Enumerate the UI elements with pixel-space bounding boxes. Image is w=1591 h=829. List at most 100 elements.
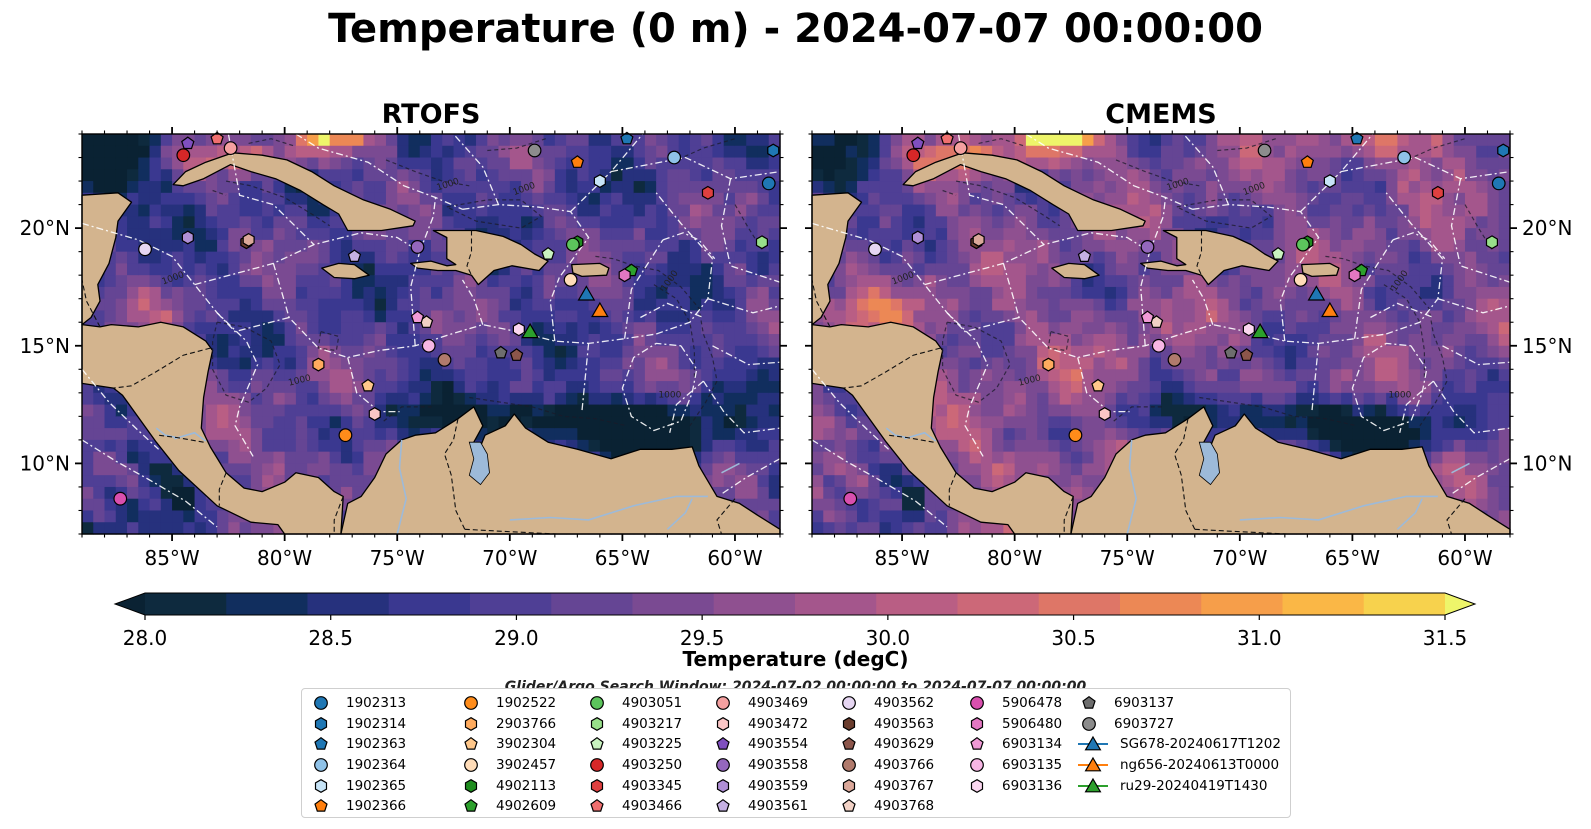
legend-item[interactable]: 4903466	[586, 796, 682, 817]
rtofs-glider-ng656[interactable]	[591, 301, 609, 318]
legend-symbol[interactable]	[716, 737, 730, 751]
cmems-float-4903559[interactable]	[911, 230, 924, 245]
cmems-float-4903562[interactable]	[868, 242, 882, 257]
legend-symbol[interactable]	[716, 716, 730, 731]
legend-item[interactable]: 4903217	[586, 714, 682, 735]
cmems-float-4903472[interactable]	[1098, 407, 1111, 421]
legend-item[interactable]: 4903051	[586, 693, 682, 714]
cmems-float-4903766[interactable]	[1167, 352, 1182, 367]
legend-item[interactable]: 3902457	[460, 755, 556, 776]
legend-item[interactable]: 6903136	[966, 775, 1062, 796]
cmems-glider-sg678[interactable]	[1307, 285, 1326, 301]
legend-symbol[interactable]	[464, 696, 478, 711]
legend-item[interactable]: 5906478	[966, 693, 1062, 714]
legend-item[interactable]: 4903563	[838, 714, 934, 735]
legend-item[interactable]: 6903137	[1078, 693, 1281, 714]
legend-item[interactable]: ru29-20240419T1430	[1078, 775, 1281, 796]
cmems-float-1902366[interactable]	[1300, 155, 1315, 168]
legend-triangle[interactable]	[1084, 777, 1102, 793]
legend-symbol[interactable]	[314, 737, 328, 751]
rtofs-float-2903766[interactable]	[312, 357, 325, 372]
rtofs-float-4903766[interactable]	[437, 352, 452, 367]
rtofs-float-4903225[interactable]	[541, 246, 555, 260]
legend-item[interactable]: 4902113	[460, 775, 556, 796]
legend-symbol[interactable]	[842, 716, 856, 731]
cmems-float-4903345[interactable]	[1431, 185, 1445, 200]
legend-item[interactable]: 4903768	[838, 796, 934, 817]
legend-item[interactable]: 4903554	[712, 734, 808, 755]
cmems-float-1902365[interactable]	[1323, 174, 1336, 189]
legend-item[interactable]: 4903561	[712, 796, 808, 817]
rtofs-float-4903562[interactable]	[138, 242, 152, 257]
legend-item[interactable]: 4903629	[838, 734, 934, 755]
legend-symbol[interactable]	[716, 696, 730, 711]
legend-symbol[interactable]	[970, 758, 984, 772]
legend-symbol[interactable]	[1082, 696, 1096, 709]
legend-item[interactable]: 6903135	[966, 755, 1062, 776]
legend-item[interactable]: ng656-20240613T0000	[1078, 755, 1281, 776]
rtofs-float-3902457[interactable]	[563, 272, 578, 287]
legend-triangle[interactable]	[1084, 756, 1102, 772]
cmems-float-6903136[interactable]	[1242, 322, 1255, 337]
rtofs-float-4903629[interactable]	[509, 348, 524, 361]
legend-symbol[interactable]	[590, 799, 604, 812]
rtofs-float-4903767[interactable]	[242, 232, 255, 247]
legend-symbol[interactable]	[314, 716, 328, 731]
cmems-float-4903561[interactable]	[1077, 249, 1092, 263]
legend-item[interactable]: 6903134	[966, 734, 1062, 755]
legend-symbol[interactable]	[314, 799, 328, 812]
cmems-float-1902313[interactable]	[1491, 176, 1506, 191]
legend-item[interactable]: 2903766	[460, 714, 556, 735]
cmems-float-4903217[interactable]	[1485, 235, 1499, 250]
legend-item[interactable]: 4903469	[712, 693, 808, 714]
legend-item[interactable]: 6903727	[1078, 714, 1281, 735]
rtofs-float-1902365[interactable]	[593, 174, 606, 189]
rtofs-float-3902304[interactable]	[361, 378, 375, 392]
cmems-float-4903225[interactable]	[1271, 246, 1285, 260]
legend-symbol[interactable]	[464, 799, 478, 812]
rtofs-float-1902522[interactable]	[338, 428, 353, 443]
cmems-glider-ng656[interactable]	[1321, 301, 1339, 318]
rtofs-float-4903472[interactable]	[368, 407, 381, 421]
legend-item[interactable]: 1902522	[460, 693, 556, 714]
legend-symbol[interactable]	[590, 716, 604, 731]
legend-symbol[interactable]	[842, 737, 856, 751]
cmems-float-4903469[interactable]	[953, 141, 968, 156]
cmems-float-1902363[interactable]	[1350, 131, 1364, 145]
legend-item[interactable]: 4902609	[460, 796, 556, 817]
legend-symbol[interactable]	[842, 778, 856, 793]
legend-symbol[interactable]	[464, 778, 478, 793]
rtofs-float-1902364[interactable]	[667, 150, 682, 165]
rtofs-float-4903051[interactable]	[565, 237, 580, 252]
legend-symbol[interactable]	[590, 758, 604, 772]
legend-item[interactable]: 4903562	[838, 693, 934, 714]
rtofs-float-6903134[interactable]	[410, 310, 425, 324]
cmems-glider-ru29[interactable]	[1251, 322, 1269, 339]
legend-symbol[interactable]	[464, 716, 478, 731]
legend-symbol[interactable]	[1082, 716, 1096, 731]
cmems-float-1902522[interactable]	[1068, 428, 1083, 443]
cmems-float-5906480[interactable]	[1348, 268, 1361, 283]
legend-item[interactable]: 4903250	[586, 755, 682, 776]
legend-triangle[interactable]	[1084, 736, 1102, 751]
legend-symbol[interactable]	[842, 758, 856, 772]
rtofs-float-4903217[interactable]	[755, 235, 769, 250]
rtofs-float-4903250[interactable]	[176, 148, 191, 163]
rtofs-float-1902313[interactable]	[761, 176, 776, 191]
cmems-float-4903466[interactable]	[940, 131, 954, 145]
legend-symbol[interactable]	[716, 778, 730, 793]
legend-item[interactable]: 4903345	[586, 775, 682, 796]
legend-symbol[interactable]	[314, 696, 328, 711]
cmems-float-6903727[interactable]	[1257, 143, 1272, 158]
rtofs-float-1902314[interactable]	[767, 143, 780, 158]
rtofs-float-1902363[interactable]	[620, 131, 634, 145]
rtofs-float-6903137[interactable]	[494, 345, 508, 359]
legend-symbol[interactable]	[590, 696, 604, 711]
rtofs-float-5906480[interactable]	[618, 268, 631, 283]
legend-symbol[interactable]	[716, 799, 730, 812]
legend-item[interactable]: 1902366	[310, 796, 406, 817]
rtofs-float-6903727[interactable]	[527, 143, 542, 158]
legend-symbol[interactable]	[464, 758, 478, 772]
legend-symbol[interactable]	[970, 716, 984, 731]
